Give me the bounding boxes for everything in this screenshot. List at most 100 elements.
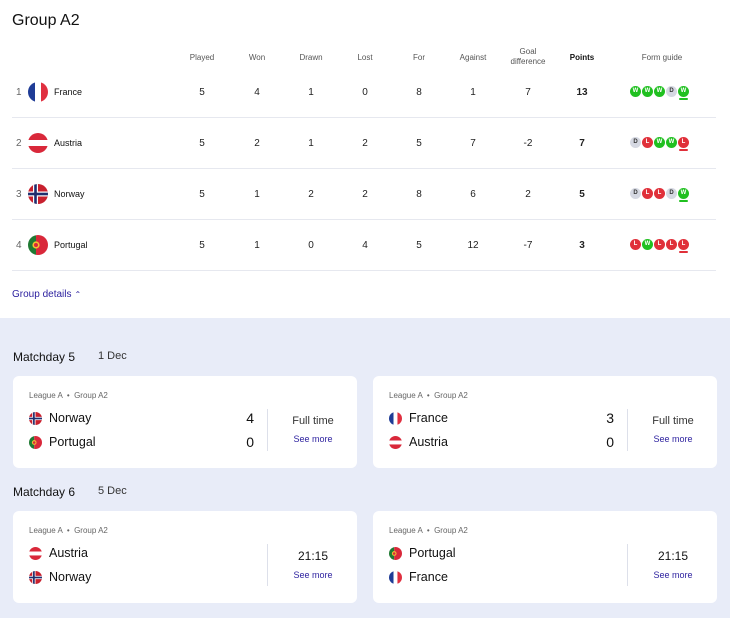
col-form-guide: Form guide [641,53,683,62]
cell-against: 7 [470,138,476,149]
cell-against: 1 [470,87,476,98]
form-result-badge: W [630,86,641,97]
group-standings: Group A2 Played Won Drawn Lost For Again… [0,12,730,300]
form-result-badge: W [678,188,689,202]
cell-won: 1 [254,189,260,200]
form-result-badge: D [630,188,641,199]
table-row[interactable]: 1 France 5 4 1 0 8 1 7 13 W W W D W [12,67,716,118]
form-result-badge: W [654,137,665,148]
cell-gd: -7 [523,240,533,251]
team-position: 2 [16,138,22,149]
form-result-badge: W [678,86,689,100]
cell-played: 5 [199,138,205,149]
form-result-badge: W [642,239,653,250]
cell-lost: 2 [362,189,368,200]
cell-against: 6 [470,189,476,200]
see-more-link[interactable]: See more [653,570,693,580]
form-result-badge: L [654,188,665,199]
match-league: League A • Group A2 [389,526,468,535]
france-flag-icon [389,571,402,584]
col-played: Played [189,53,215,62]
group-details-label: Group details [12,289,72,300]
team-name[interactable]: Norway [54,189,85,199]
form-result-badge: L [642,137,653,148]
norway-flag-icon [29,571,42,584]
kickoff-time: 21:15 [657,549,689,563]
cell-gd: -2 [523,138,533,149]
kickoff-time: 21:15 [297,549,329,563]
match-league: League A • Group A2 [29,391,108,400]
divider [267,409,268,451]
cell-played: 5 [199,87,205,98]
chevron-up-icon: ⌃ [74,290,82,299]
standings-header: Played Won Drawn Lost For Against Goal d… [0,46,730,72]
match-card[interactable]: League A • Group A2 Austria Norway 21:15… [13,511,357,603]
divider [627,544,628,586]
cell-points: 5 [579,189,585,200]
home-team: Norway [49,411,92,425]
cell-gd: 7 [525,87,531,98]
col-lost: Lost [357,53,373,62]
team-position: 1 [16,87,22,98]
team-name[interactable]: Austria [54,138,83,148]
away-score: 0 [246,434,254,450]
match-card[interactable]: League A • Group A2 Norway Portugal 4 0 … [13,376,357,468]
home-team: Austria [49,546,88,560]
norway-flag-icon [29,412,42,425]
matchday-title: Matchday 6 [13,485,76,499]
norway-flag-icon [28,184,48,204]
cell-lost: 2 [362,138,368,149]
form-result-badge: L [666,239,677,250]
portugal-flag-icon [28,235,48,255]
match-status: Full time [292,415,334,427]
austria-flag-icon [28,133,48,153]
form-result-badge: W [642,86,653,97]
matchdays-section: Matchday 5 1 Dec League A • Group A2 Nor… [0,318,730,618]
form-result-badge: L [678,137,689,151]
form-result-badge: L [678,239,689,253]
match-league: League A • Group A2 [389,391,468,400]
team-name[interactable]: Portugal [54,240,88,250]
cell-won: 2 [254,138,260,149]
away-team: Norway [49,570,92,584]
group-details-toggle[interactable]: Group details ⌃ [12,289,81,300]
home-team: Portugal [409,546,456,560]
cell-against: 12 [467,240,479,251]
cell-for: 5 [416,138,422,149]
match-status: Full time [652,415,694,427]
divider [267,544,268,586]
see-more-link[interactable]: See more [293,570,333,580]
cell-points: 13 [576,87,588,98]
table-row[interactable]: 2 Austria 5 2 1 2 5 7 -2 7 D L W W L [12,118,716,169]
team-name[interactable]: France [54,87,83,97]
col-goal-difference: Goal difference [510,47,546,66]
home-score: 4 [246,410,254,426]
see-more-link[interactable]: See more [293,434,333,444]
portugal-flag-icon [389,547,402,560]
table-row[interactable]: 3 Norway 5 1 2 2 8 6 2 5 D L L D W [12,169,716,220]
form-result-badge: W [654,86,665,97]
table-row[interactable]: 4 Portugal 5 1 0 4 5 12 -7 3 L W L L L [12,220,716,271]
form-result-badge: L [654,239,665,250]
form-result-badge: W [666,137,677,148]
match-card[interactable]: League A • Group A2 Portugal France 21:1… [373,511,717,603]
matchday-date: 5 Dec [98,485,127,497]
home-score: 3 [606,410,614,426]
matchday-title: Matchday 5 [13,350,76,364]
home-team: France [409,411,448,425]
cell-for: 8 [416,87,422,98]
col-drawn: Drawn [299,53,323,62]
see-more-link[interactable]: See more [653,434,693,444]
away-score: 0 [606,434,614,450]
group-title: Group A2 [12,12,80,29]
cell-played: 5 [199,240,205,251]
cell-lost: 0 [362,87,368,98]
col-won: Won [248,53,266,62]
match-card[interactable]: League A • Group A2 France Austria 3 0 F… [373,376,717,468]
cell-lost: 4 [362,240,368,251]
cell-gd: 2 [525,189,531,200]
form-result-badge: D [630,137,641,148]
col-points: Points [569,53,595,62]
